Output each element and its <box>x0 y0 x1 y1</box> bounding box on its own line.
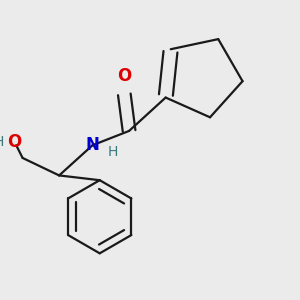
Text: O: O <box>8 133 22 151</box>
Text: N: N <box>85 136 100 154</box>
Text: H: H <box>108 145 119 159</box>
Text: O: O <box>117 67 131 85</box>
Text: H: H <box>0 135 4 149</box>
